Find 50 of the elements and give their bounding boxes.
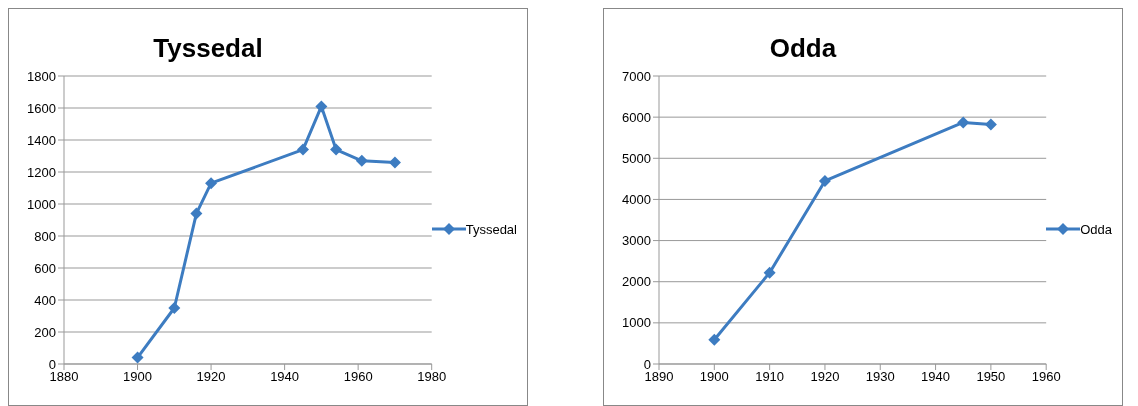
x-tick-label: 1900	[699, 369, 729, 385]
chart-title: Odda	[768, 33, 838, 64]
y-tick-label: 6000	[622, 109, 651, 125]
point	[388, 156, 401, 169]
y-tick-label: 800	[34, 228, 56, 244]
y-tick-label: 4000	[622, 192, 651, 208]
x-tick-label: 1980	[417, 369, 447, 385]
point	[355, 154, 368, 167]
chart-title: Tyssedal	[152, 33, 264, 64]
point	[957, 116, 970, 129]
x-tick-label: 1910	[755, 369, 785, 385]
y-tick-label: 400	[34, 292, 56, 308]
point	[205, 177, 218, 190]
x-tick-label: 1960	[343, 369, 373, 385]
y-tick-label: 1200	[27, 164, 56, 180]
y-tick-label: 600	[34, 260, 56, 276]
x-tick-label: 1930	[865, 369, 895, 385]
y-tick-label: 0	[48, 356, 56, 372]
y-tick-label: 3000	[622, 233, 651, 249]
point	[168, 302, 181, 314]
y-tick-label: 0	[643, 356, 651, 372]
legend-label: Tyssedal	[465, 221, 517, 237]
y-tick-label: 1000	[27, 196, 56, 212]
point	[190, 207, 203, 220]
x-tick-label: 1940	[921, 369, 951, 385]
y-tick-label: 2000	[622, 274, 651, 290]
point	[131, 351, 144, 364]
point	[708, 333, 721, 346]
x-tick-label: 1890	[644, 369, 674, 385]
point	[763, 266, 776, 279]
point	[818, 174, 831, 187]
x-tick-label: 1940	[270, 369, 300, 385]
y-tick-label: 5000	[622, 150, 651, 166]
x-tick-label: 1950	[976, 369, 1006, 385]
point	[315, 100, 328, 113]
x-tick-label: 1960	[1031, 369, 1061, 385]
y-tick-label: 1000	[622, 315, 651, 331]
legend-label: Odda	[1080, 221, 1112, 237]
point	[984, 118, 997, 131]
y-tick-label: 1600	[27, 100, 56, 116]
y-tick-label: 200	[34, 324, 56, 340]
y-tick-label: 7000	[622, 68, 651, 84]
x-tick-label: 1880	[49, 369, 79, 385]
x-tick-label: 1900	[123, 369, 152, 385]
y-tick-label: 1400	[27, 132, 56, 148]
point	[330, 143, 343, 156]
x-tick-label: 1920	[810, 369, 840, 385]
y-tick-label: 1800	[27, 68, 56, 84]
point	[297, 143, 309, 156]
x-tick-label: 1920	[196, 369, 226, 385]
